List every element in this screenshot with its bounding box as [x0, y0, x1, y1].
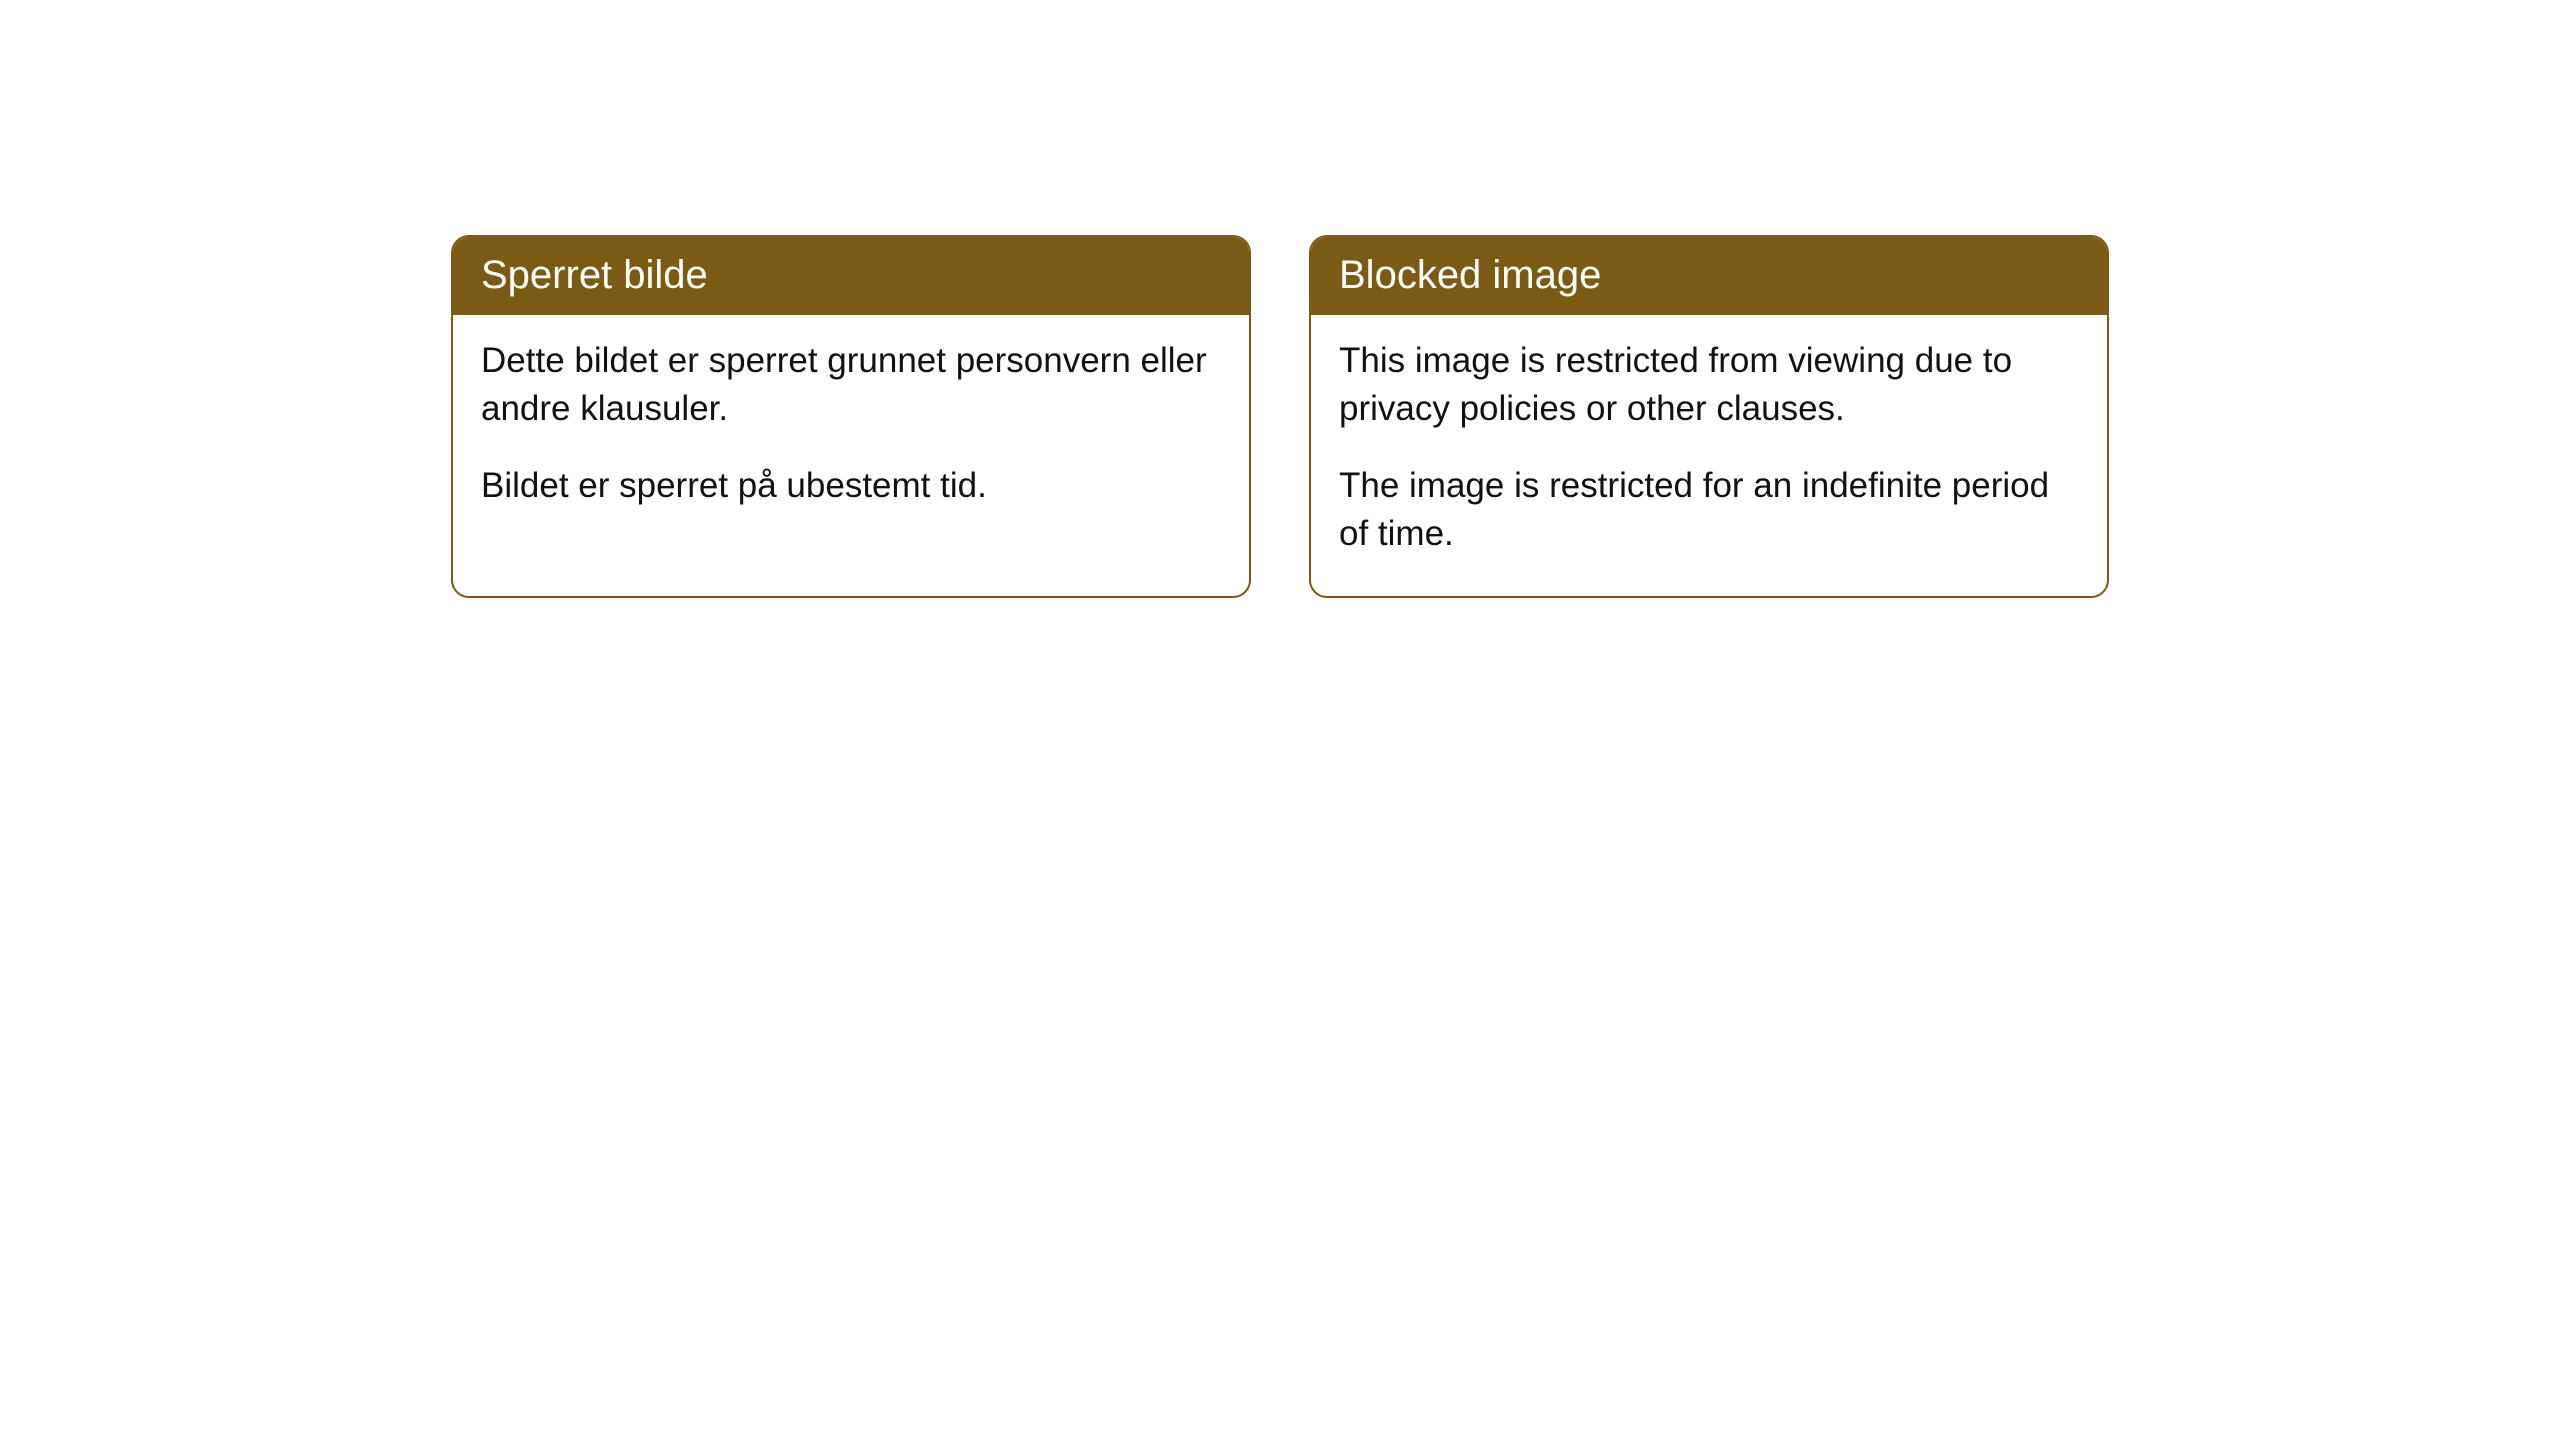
- card-header: Sperret bilde: [453, 237, 1249, 315]
- card-paragraph: This image is restricted from viewing du…: [1339, 337, 2079, 434]
- card-body: This image is restricted from viewing du…: [1311, 315, 2107, 596]
- card-paragraph: Dette bildet er sperret grunnet personve…: [481, 337, 1221, 434]
- card-paragraph: Bildet er sperret på ubestemt tid.: [481, 462, 1221, 510]
- card-paragraph: The image is restricted for an indefinit…: [1339, 462, 2079, 559]
- card-header: Blocked image: [1311, 237, 2107, 315]
- notice-card-norwegian: Sperret bilde Dette bildet er sperret gr…: [451, 235, 1251, 598]
- card-body: Dette bildet er sperret grunnet personve…: [453, 315, 1249, 548]
- notice-container: Sperret bilde Dette bildet er sperret gr…: [0, 235, 2560, 598]
- notice-card-english: Blocked image This image is restricted f…: [1309, 235, 2109, 598]
